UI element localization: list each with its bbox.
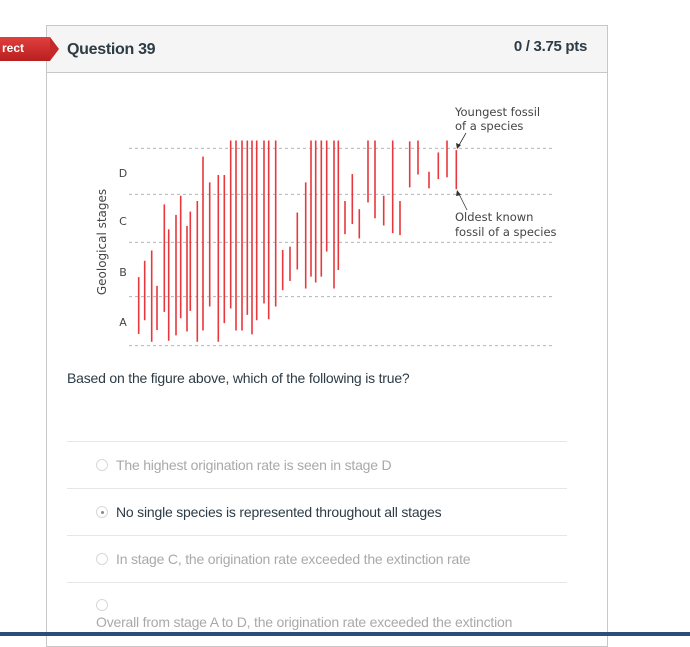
- answer-divider: [67, 441, 567, 442]
- answer-option-3[interactable]: In stage C, the origination rate exceede…: [116, 551, 471, 567]
- answer-radio-1[interactable]: [96, 459, 108, 471]
- answer-divider: [67, 535, 567, 536]
- question-points: 0 / 3.75 pts: [513, 38, 587, 55]
- annotation-youngest-line2: of a species: [455, 119, 523, 133]
- question-header: Question 39 0 / 3.75 pts: [47, 26, 607, 73]
- annotation-youngest-line1: Youngest fossil: [454, 105, 540, 119]
- annotation-oldest-line2: fossil of a species: [455, 225, 557, 239]
- question-card: Question 39 0 / 3.75 pts: [46, 25, 608, 647]
- answer-radio-3[interactable]: [96, 553, 108, 565]
- stage-label-b: B: [119, 266, 127, 279]
- answer-radio-2[interactable]: [96, 506, 108, 518]
- question-title: Question 39: [67, 41, 156, 58]
- fossil-range-figure: Geological stages A B C D Youngest fossi…: [95, 105, 557, 347]
- stage-label-a: A: [119, 316, 127, 329]
- y-axis-label: Geological stages: [95, 189, 109, 295]
- question-prompt: Based on the figure above, which of the …: [67, 370, 410, 386]
- answer-divider: [67, 582, 567, 583]
- answer-divider: [67, 488, 567, 489]
- answer-option-4[interactable]: Overall from stage A to D, the originati…: [96, 614, 513, 630]
- stage-label-c: C: [119, 215, 127, 228]
- arrowhead-youngest-icon: [456, 143, 461, 149]
- stage-label-d: D: [119, 167, 127, 180]
- annotation-oldest-line1: Oldest known: [455, 210, 533, 224]
- incorrect-badge: rect: [0, 37, 59, 61]
- arrowhead-oldest-icon: [456, 190, 461, 196]
- answer-option-1[interactable]: The highest origination rate is seen in …: [116, 457, 392, 473]
- answer-option-2[interactable]: No single species is represented through…: [116, 504, 442, 520]
- bottom-bar: [0, 632, 690, 636]
- answer-radio-4[interactable]: [96, 599, 108, 611]
